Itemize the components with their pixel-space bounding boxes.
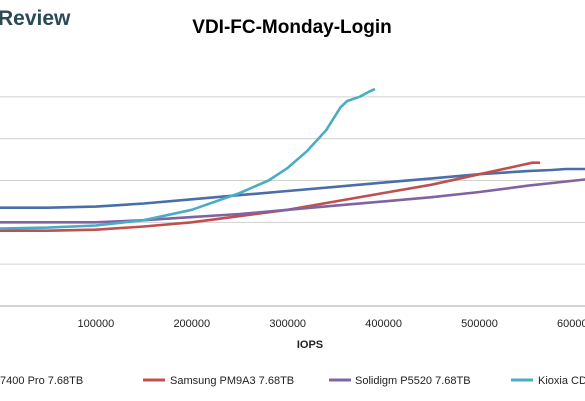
x-tick-label: 300000: [269, 318, 306, 330]
x-tick-label: 500000: [461, 318, 498, 330]
series-lines: [0, 88, 585, 232]
brand-logo-text: Review: [0, 7, 71, 30]
legend-label-2: Solidigm P5520 7.68TB: [355, 375, 471, 387]
series-line-1: [0, 161, 541, 232]
x-tick-label: 600000: [557, 318, 585, 330]
legend-label-1: Samsung PM9A3 7.68TB: [170, 375, 294, 387]
x-tick-label: 200000: [173, 318, 210, 330]
x-tick-labels: 100000 200000 300000 400000 500000 600000: [78, 318, 585, 330]
x-tick-label: 100000: [78, 318, 115, 330]
legend-label-3: Kioxia CD: [538, 375, 585, 387]
series-line-3: [0, 88, 376, 230]
legend: Micron 7400 Pro 7.68TB Samsung PM9A3 7.68…: [0, 375, 585, 387]
series-line-2: [0, 178, 585, 224]
series-line-0: [0, 167, 585, 209]
x-axis-label: IOPS: [297, 339, 323, 351]
legend-label-0: Micron 7400 Pro 7.68TB: [0, 375, 83, 387]
chart-title: VDI-FC-Monday-Login: [192, 17, 391, 38]
x-tick-label: 400000: [365, 318, 402, 330]
gridlines: [0, 96, 585, 265]
